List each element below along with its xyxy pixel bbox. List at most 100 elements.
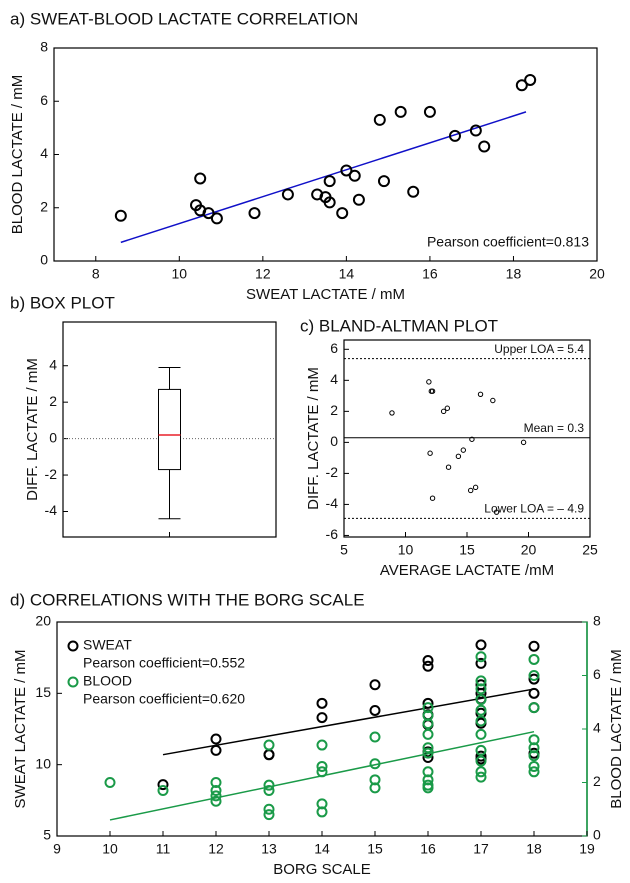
y-tick-label: 5 xyxy=(43,827,51,843)
data-point xyxy=(263,749,275,761)
x-tick-label: 14 xyxy=(339,266,355,282)
x-tick-label: 16 xyxy=(420,841,436,857)
y-tick-label: 0 xyxy=(49,429,57,445)
data-point xyxy=(281,188,294,201)
data-point xyxy=(460,447,467,453)
plot-frame xyxy=(53,47,598,262)
x-tick-label: 10 xyxy=(398,542,414,558)
data-point xyxy=(515,79,528,92)
legend-label: BLOOD xyxy=(83,673,132,689)
data-point xyxy=(210,790,222,802)
panel-title: a) SWEAT-BLOOD LACTATE CORRELATION xyxy=(10,9,358,28)
data-point xyxy=(316,766,328,778)
data-point xyxy=(316,806,328,818)
y2-tick-label: 2 xyxy=(593,773,601,789)
data-point xyxy=(263,739,275,751)
data-point xyxy=(157,779,169,791)
data-point xyxy=(157,785,169,797)
data-point xyxy=(528,702,540,714)
data-point xyxy=(475,687,487,699)
data-point xyxy=(528,653,540,665)
y-axis-label: DIFF. LACTATE / mM xyxy=(24,358,41,501)
data-point xyxy=(422,782,434,794)
y-tick-label: 10 xyxy=(35,755,51,771)
data-point xyxy=(475,683,487,695)
y2-tick-label: 4 xyxy=(593,720,601,736)
x-tick-label: 10 xyxy=(102,841,118,857)
data-point xyxy=(210,733,222,745)
x-tick-label: 18 xyxy=(526,841,542,857)
legend-marker xyxy=(67,640,79,652)
data-point xyxy=(524,73,537,86)
x-tick-label: 10 xyxy=(172,266,188,282)
y-tick-label: -2 xyxy=(45,466,58,482)
reference-label: Upper LOA = 5.4 xyxy=(494,342,584,356)
x-tick-label: 16 xyxy=(422,266,438,282)
y-tick-label: 15 xyxy=(35,684,51,700)
data-point xyxy=(528,640,540,652)
x-tick-label: 19 xyxy=(579,841,595,857)
y-axis-label: BLOOD LACTATE / mM xyxy=(9,75,26,234)
x-tick-label: 18 xyxy=(506,266,522,282)
data-point xyxy=(426,379,432,385)
data-point xyxy=(104,777,116,788)
data-point xyxy=(475,657,487,669)
data-point xyxy=(369,704,381,716)
data-point xyxy=(445,464,452,470)
data-point xyxy=(422,742,434,754)
y-tick-label: 6 xyxy=(330,340,338,356)
x-axis-label: BORG SCALE xyxy=(273,861,371,878)
data-point xyxy=(422,728,434,740)
data-point xyxy=(477,391,484,397)
y2-axis-label: BLOOD LACTATE / mM xyxy=(608,649,625,808)
data-point xyxy=(323,196,336,209)
data-point xyxy=(377,175,390,188)
x-tick-label: 20 xyxy=(589,266,605,282)
legend-marker xyxy=(67,676,79,688)
data-point xyxy=(316,712,328,724)
y-tick-label: 4 xyxy=(40,145,48,161)
y-axis-label: SWEAT LACTATE / mM xyxy=(12,650,29,809)
data-point xyxy=(202,207,215,220)
data-point xyxy=(528,670,540,681)
data-point xyxy=(316,760,328,772)
y-tick-label: 6 xyxy=(40,92,48,108)
y2-tick-label: 8 xyxy=(593,613,601,629)
data-point xyxy=(407,185,420,198)
y-tick-label: 2 xyxy=(40,198,48,214)
data-point xyxy=(348,169,361,182)
data-point xyxy=(528,766,540,778)
data-point xyxy=(316,739,328,751)
data-point xyxy=(210,212,223,225)
data-point xyxy=(475,704,487,716)
data-point xyxy=(263,803,275,815)
data-point xyxy=(423,105,436,118)
data-point xyxy=(210,785,222,797)
data-point xyxy=(520,439,527,446)
data-point xyxy=(440,408,447,415)
y-tick-label: -6 xyxy=(326,526,339,542)
legend-annotation: Pearson coefficient=0.620 xyxy=(83,691,245,707)
y-tick-label: -4 xyxy=(45,502,58,518)
x-tick-label: 13 xyxy=(261,841,277,857)
y2-tick-label: 6 xyxy=(593,666,601,682)
data-point xyxy=(316,697,328,709)
data-point xyxy=(475,744,487,756)
x-tick-label: 17 xyxy=(473,841,489,857)
data-point xyxy=(340,164,353,177)
y-axis-label: DIFF. LACTATE / mM xyxy=(305,367,322,510)
data-point xyxy=(467,487,474,494)
y-tick-label: -2 xyxy=(326,464,339,480)
data-point xyxy=(475,766,487,778)
data-point xyxy=(475,755,487,767)
y-tick-label: 20 xyxy=(35,613,51,629)
data-point xyxy=(389,410,395,416)
data-point xyxy=(369,731,381,743)
x-tick-label: 8 xyxy=(92,266,100,282)
legend-annotation: Pearson coefficient=0.552 xyxy=(83,655,245,671)
data-point xyxy=(422,660,434,672)
data-point xyxy=(194,172,207,185)
x-tick-label: 11 xyxy=(156,841,171,857)
data-point xyxy=(475,651,487,663)
data-point xyxy=(475,771,487,783)
